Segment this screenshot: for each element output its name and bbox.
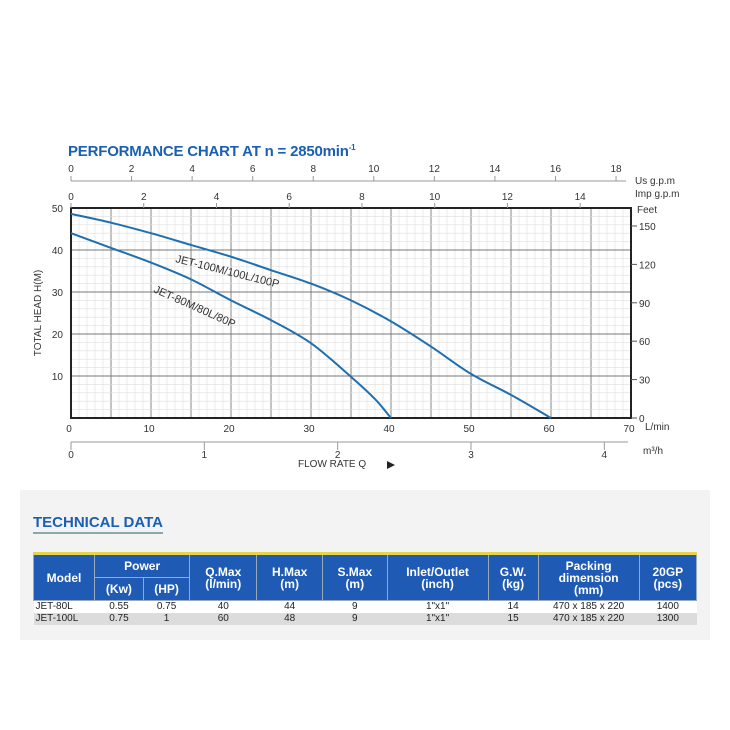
table-cell: 1"x1"	[425, 601, 450, 612]
x-tick-label: 20	[223, 424, 235, 435]
feet-tick-label: 150	[639, 222, 656, 233]
usgpm-tick-label: 8	[310, 164, 316, 175]
impgpm-unit-label: Imp g.p.m	[635, 189, 679, 200]
impgpm-tick-label: 8	[359, 192, 365, 203]
table-cell: 0.55	[109, 601, 129, 612]
x-unit-label: L/min	[645, 422, 669, 433]
header-gw: G.W. (kg)	[487, 552, 539, 601]
impgpm-tick-label: 14	[575, 192, 587, 203]
header-hmax: H.Max (m)	[256, 552, 323, 601]
m3h-tick-label: 3	[468, 450, 474, 461]
technical-title: TECHNICAL DATA	[33, 514, 163, 534]
table-cell: JET-100L	[35, 613, 79, 624]
usgpm-tick-label: 18	[610, 164, 622, 175]
table-cell: 470 x 185 x 220	[553, 601, 625, 612]
x-axis-label: FLOW RATE Q	[298, 459, 366, 470]
usgpm-unit-label: Us g.p.m	[635, 176, 675, 187]
x-tick-label: 60	[543, 424, 555, 435]
feet-unit-label: Feet	[637, 205, 657, 216]
y-axis-label: TOTAL HEAD H(M)	[33, 270, 44, 356]
feet-tick-label: 90	[639, 299, 651, 310]
x-tick-label: 0	[66, 424, 72, 435]
header-model: Model	[33, 552, 95, 601]
header-inlet: Inlet/Outlet (inch)	[386, 552, 489, 601]
table-row: JET-100L 0.75 1 60 48 9 1"x1" 15 470 x 185 x 220…	[33, 613, 697, 625]
table-cell: 0.75	[109, 613, 129, 624]
table-cell: 14	[507, 601, 519, 612]
m3h-tick-label: 4	[602, 450, 608, 461]
impgpm-tick-label: 2	[141, 192, 147, 203]
header-power: Power	[93, 552, 191, 578]
table-cell: 15	[507, 613, 519, 624]
feet-tick-label: 60	[639, 337, 651, 348]
usgpm-tick-label: 16	[550, 164, 562, 175]
header-smax: S.Max (m)	[322, 552, 388, 601]
impgpm-tick-label: 4	[214, 192, 220, 203]
impgpm-tick-label: 0	[68, 192, 74, 203]
feet-tick-label: 30	[639, 376, 651, 387]
usgpm-tick-label: 14	[489, 164, 501, 175]
table-row: JET-80L 0.55 0.75 40 44 9 1"x1" 14 470 x 185 x 2…	[33, 600, 697, 613]
table-cell: 1400	[656, 601, 679, 612]
table-cell: 9	[352, 601, 358, 612]
usgpm-tick-label: 2	[129, 164, 135, 175]
usgpm-tick-label: 6	[250, 164, 256, 175]
table-cell: 60	[217, 613, 229, 624]
header-hp: (HP)	[142, 577, 191, 601]
table-cell: 1	[163, 613, 170, 624]
series-label-jet100: JET-100M/100L/100P	[174, 253, 280, 290]
impgpm-tick-label: 10	[429, 192, 441, 203]
table-cell: 1300	[656, 613, 679, 624]
impgpm-tick-label: 6	[286, 192, 292, 203]
usgpm-tick-label: 0	[68, 164, 74, 175]
x-tick-label: 10	[143, 424, 155, 435]
m3h-tick-label: 2	[335, 450, 341, 461]
plot-frame	[70, 207, 632, 419]
y-tick-label: 50	[52, 204, 64, 215]
chart-title: PERFORMANCE CHART AT n = 2850min-1	[68, 143, 356, 160]
header-qmax: Q.Max (l/min)	[189, 552, 258, 601]
header-packing: Packing dimension (mm)	[537, 552, 640, 601]
table-cell: 48	[284, 613, 296, 624]
table-cell: 0.75	[156, 601, 177, 612]
m3h-tick-label: 1	[202, 450, 208, 461]
feet-tick-label: 120	[639, 260, 656, 271]
header-20gp: 20GP (pcs)	[638, 552, 698, 601]
table-cell: JET-80L	[35, 601, 73, 612]
x-tick-label: 40	[383, 424, 395, 435]
table-cell: 470 x 185 x 220	[553, 613, 625, 624]
y-tick-label: 30	[52, 288, 64, 299]
header-kw: (Kw)	[94, 577, 144, 601]
series-line-1	[70, 232, 392, 419]
x-tick-label: 30	[303, 424, 315, 435]
x-tick-label: 70	[623, 424, 635, 435]
y-tick-label: 20	[52, 330, 64, 341]
arrow-right-icon	[387, 461, 395, 469]
usgpm-tick-label: 12	[429, 164, 441, 175]
table-cell: 1"x1"	[425, 613, 450, 624]
impgpm-tick-label: 12	[502, 192, 514, 203]
table-cell: 9	[352, 613, 358, 624]
m3h-unit-label: m³/h	[643, 446, 663, 457]
y-tick-label: 40	[52, 246, 64, 257]
y-tick-label: 10	[52, 372, 64, 383]
technical-table: Model Power Q.Max (l/min) H.Max (m) S.Max(…	[33, 552, 698, 625]
usgpm-tick-label: 10	[368, 164, 380, 175]
table-cell: 40	[217, 601, 229, 612]
series-line-0	[70, 212, 552, 419]
feet-tick-label: 0	[639, 414, 645, 425]
x-tick-label: 50	[463, 424, 475, 435]
m3h-tick-label: 0	[68, 450, 74, 461]
series-label-jet80: JET-80M/80L/80P	[152, 284, 237, 331]
usgpm-tick-label: 4	[189, 164, 195, 175]
table-cell: 44	[284, 601, 296, 612]
